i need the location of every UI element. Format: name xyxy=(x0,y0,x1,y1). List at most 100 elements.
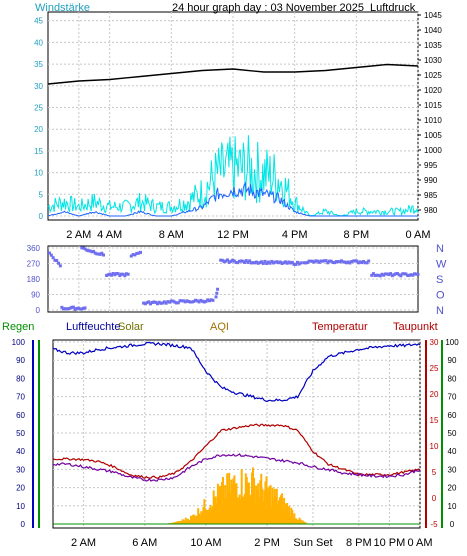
direction-point xyxy=(324,259,328,263)
pressure-tick-label: 990 xyxy=(424,176,438,185)
direction-point xyxy=(159,301,163,305)
temperature-tick-label: 10 xyxy=(430,442,439,451)
direction-point xyxy=(334,260,338,264)
humidity-tick-label: 90 xyxy=(16,356,25,365)
direction-point xyxy=(157,300,161,304)
direction-point xyxy=(249,261,253,265)
wind-tick-label: 15 xyxy=(34,147,43,156)
humidity-tick-label: 0 xyxy=(21,520,26,529)
direction-point xyxy=(231,258,235,262)
dewpoint-line xyxy=(52,453,421,482)
direction-point xyxy=(333,261,337,265)
dewpoint-scale-tick-label: 10 xyxy=(448,502,457,511)
direction-point xyxy=(289,261,293,265)
direction-point xyxy=(294,262,298,266)
direction-point xyxy=(185,299,189,303)
direction-point xyxy=(256,261,260,265)
direction-point xyxy=(244,259,248,263)
wind-x-tick-label: 0 AM xyxy=(405,229,430,241)
direction-point xyxy=(190,300,194,304)
direction-point xyxy=(351,259,355,263)
direction-point xyxy=(78,307,82,311)
direction-point xyxy=(197,300,201,304)
wind-tick-label: 30 xyxy=(34,82,43,91)
solar-bar xyxy=(245,477,248,524)
direction-point xyxy=(113,273,117,277)
direction-point xyxy=(71,305,75,309)
direction-point xyxy=(125,272,129,276)
direction-point xyxy=(258,261,262,265)
direction-point xyxy=(395,272,399,276)
solar-bar xyxy=(291,509,294,524)
solar-bar xyxy=(222,477,224,524)
pressure-tick-label: 1015 xyxy=(424,101,442,110)
direction-point xyxy=(246,260,250,264)
direction-point xyxy=(390,274,394,278)
direction-point xyxy=(209,298,213,302)
direction-point xyxy=(385,272,389,276)
wind-x-tick-label: 4 PM xyxy=(282,229,308,241)
direction-point xyxy=(201,299,205,303)
direction-point xyxy=(62,307,66,311)
direction-point xyxy=(397,273,401,277)
direction-point xyxy=(126,272,130,276)
direction-point xyxy=(251,261,255,265)
solar-bar xyxy=(228,472,231,524)
direction-point xyxy=(75,306,79,310)
legend-solar: Solar xyxy=(118,321,144,333)
pressure-tick-label: 1010 xyxy=(424,116,442,125)
direction-point xyxy=(154,300,158,304)
direction-point xyxy=(356,261,360,265)
humidity-tick-label: 30 xyxy=(16,465,25,474)
direction-point xyxy=(115,272,119,276)
direction-point xyxy=(149,302,153,306)
direction-point xyxy=(341,260,345,264)
solar-bar xyxy=(303,522,306,524)
solar-bar xyxy=(215,503,218,524)
direction-point xyxy=(316,259,320,263)
humidity-x-tick-label: 2 AM xyxy=(71,537,96,549)
humidity-x-tick-label: 0 AM xyxy=(407,537,432,549)
pressure-tick-label: 1040 xyxy=(424,26,442,35)
wind-tick-label: 35 xyxy=(34,60,43,69)
wind-tick-label: 25 xyxy=(34,103,43,112)
direction-point xyxy=(327,259,331,263)
pressure-tick-label: 1035 xyxy=(424,41,442,50)
direction-point xyxy=(92,249,96,253)
solar-bar xyxy=(184,517,187,524)
direction-point xyxy=(220,258,224,262)
direction-point xyxy=(282,261,286,265)
direction-point xyxy=(263,259,267,263)
direction-point xyxy=(287,260,291,264)
direction-point xyxy=(348,261,352,265)
direction-point xyxy=(225,258,229,262)
solar-bar xyxy=(191,516,193,524)
direction-point xyxy=(401,272,405,276)
humidity-tick-label: 60 xyxy=(16,411,25,420)
humidity-tick-label: 40 xyxy=(16,447,25,456)
solar-bar xyxy=(281,493,283,524)
direction-point xyxy=(402,272,406,276)
direction-point xyxy=(123,274,127,278)
direction-point xyxy=(102,253,105,257)
direction-point xyxy=(168,300,172,304)
solar-bar xyxy=(252,467,254,524)
wind-tick-label: 5 xyxy=(39,190,44,199)
direction-point xyxy=(360,261,364,265)
solar-bar xyxy=(200,511,203,524)
direction-point xyxy=(120,272,124,276)
solar-bar xyxy=(258,496,261,524)
direction-point xyxy=(295,260,299,264)
direction-point xyxy=(236,261,240,265)
solar-bar xyxy=(242,497,245,524)
solar-bar xyxy=(230,479,233,524)
direction-point xyxy=(48,251,52,255)
dewpoint-scale-tick-label: 60 xyxy=(448,411,457,420)
direction-point xyxy=(95,252,99,256)
dewpoint-scale-tick-label: 0 xyxy=(450,520,455,529)
direction-point xyxy=(145,301,149,305)
direction-point xyxy=(106,273,110,277)
direction-point xyxy=(80,246,84,250)
solar-bar xyxy=(173,522,176,524)
